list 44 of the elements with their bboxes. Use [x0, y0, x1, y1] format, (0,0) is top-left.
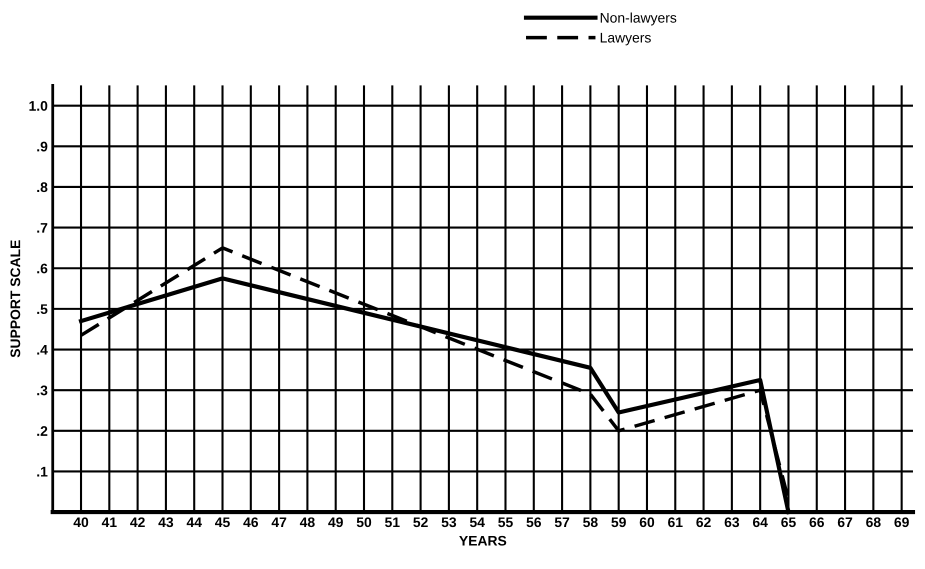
x-tick-label: 58 [583, 517, 598, 528]
y-tick-label: .1 [37, 466, 48, 476]
x-tick-label: 64 [752, 517, 768, 528]
y-tick-label: .2 [37, 426, 48, 436]
y-tick-label: .4 [37, 345, 48, 355]
y-tick-label: .3 [37, 386, 48, 396]
x-tick-label: 56 [526, 517, 542, 528]
x-tick-label: 43 [158, 517, 174, 528]
x-tick-label: 47 [272, 517, 286, 528]
x-tick-label: 68 [866, 517, 881, 528]
legend-label: Lawyers [600, 32, 651, 46]
x-tick-label: 46 [243, 517, 258, 528]
x-tick-label: 44 [186, 517, 202, 528]
x-tick-label: 41 [102, 517, 117, 528]
y-tick-label: 1.0 [29, 101, 48, 111]
x-tick-label: 53 [442, 517, 456, 528]
x-tick-label: 42 [130, 517, 145, 528]
y-tick-label: .9 [37, 142, 48, 152]
legend-label: Non-lawyers [600, 12, 676, 26]
x-tick-label: 62 [696, 517, 711, 528]
x-tick-label: 59 [611, 517, 626, 528]
x-tick-label: 69 [894, 517, 909, 528]
y-tick-label: .6 [37, 264, 48, 274]
x-tick-label: 45 [215, 517, 230, 528]
x-tick-label: 63 [724, 517, 740, 528]
x-tick-label: 48 [300, 517, 315, 528]
x-tick-label: 67 [838, 517, 852, 528]
x-tick-label: 51 [385, 517, 400, 528]
x-tick-label: 54 [470, 517, 485, 528]
x-tick-label: 55 [498, 517, 513, 528]
x-tick-label: 60 [640, 517, 654, 528]
y-tick-label: .8 [37, 182, 48, 192]
x-tick-label: 61 [668, 517, 683, 528]
x-tick-label: 65 [781, 517, 796, 528]
y-axis-title: SUPPORT SCALE [10, 240, 20, 358]
x-tick-label: 50 [356, 517, 372, 528]
y-tick-label: .7 [37, 223, 48, 233]
x-tick-label: 57 [554, 517, 570, 528]
x-tick-label: 49 [328, 517, 343, 528]
y-tick-label: .5 [37, 304, 48, 314]
x-axis-title: YEARS [459, 536, 506, 546]
x-tick-label: 52 [413, 517, 428, 528]
x-tick-label: 66 [810, 517, 824, 528]
x-tick-label: 40 [74, 517, 88, 528]
